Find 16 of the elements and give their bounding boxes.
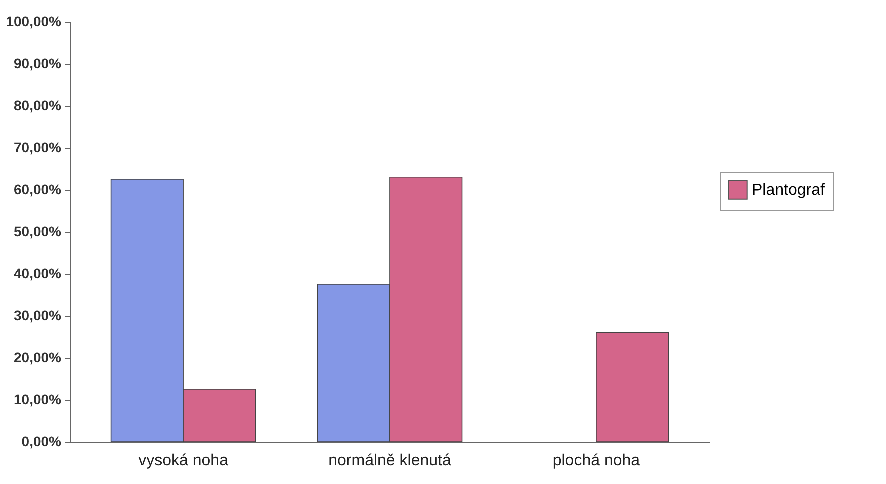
y-tick-label: 20,00% [14,350,62,366]
y-tick-label: 70,00% [14,140,62,156]
legend-label: Plantograf [752,182,826,199]
y-tick-label: 60,00% [14,182,62,198]
x-tick-label: vysoká noha [138,452,229,470]
x-tick-label: plochá noha [552,452,640,470]
x-tick-label: normálně klenutá [328,452,452,470]
y-tick-label: 40,00% [14,266,62,282]
y-tick-label: 90,00% [14,56,62,72]
y-tick-label: 0,00% [22,434,62,450]
bar [596,332,670,442]
y-tick-label: 10,00% [14,392,62,408]
y-tick-label: 30,00% [14,308,62,324]
y-tick-label: 80,00% [14,98,62,114]
y-tick-label: 100,00% [6,14,62,30]
y-tick-label: 50,00% [14,224,62,240]
